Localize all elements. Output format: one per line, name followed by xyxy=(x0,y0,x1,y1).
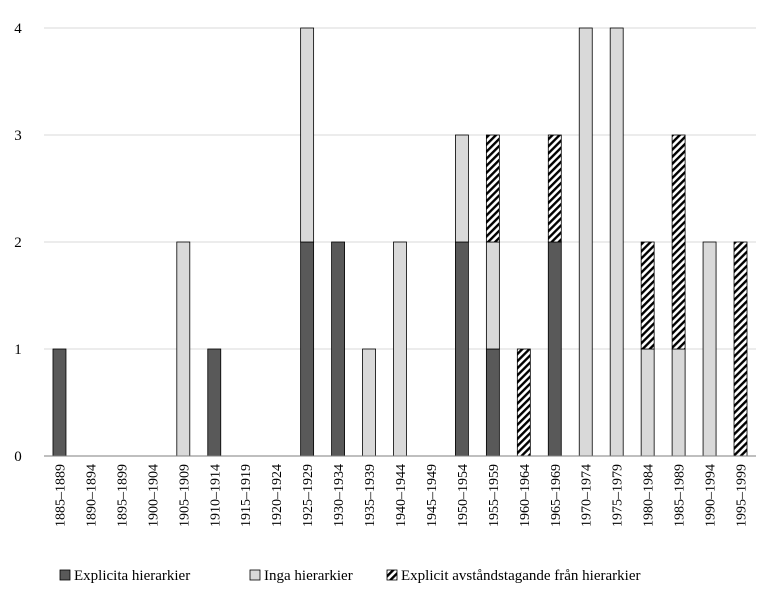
bars xyxy=(52,27,748,457)
bar-segment-hatch xyxy=(547,134,562,243)
x-tick-label: 1890–1894 xyxy=(84,464,99,527)
x-tick-label: 1965–1969 xyxy=(549,464,564,527)
x-tick-label: 1905–1909 xyxy=(177,464,192,527)
x-tick-label: 1970–1974 xyxy=(580,464,595,527)
bar-segment-dark xyxy=(455,241,469,457)
x-tick-label: 1985–1989 xyxy=(673,464,688,527)
bar-segment-dark xyxy=(485,348,500,457)
bar-segment-dark xyxy=(52,348,67,457)
legend-label: Explicita hierarkier xyxy=(74,568,190,584)
x-tick-label: 1955–1959 xyxy=(487,464,502,527)
x-tick-label: 1915–1919 xyxy=(239,464,254,527)
bar-segment-light xyxy=(578,27,593,457)
bar-segment-light xyxy=(702,241,717,457)
bar-segment-hatch xyxy=(671,134,686,350)
bar-segment-hatch xyxy=(516,348,531,457)
x-tick-label: 1910–1914 xyxy=(208,464,223,527)
x-tick-label: 1980–1984 xyxy=(642,464,657,527)
x-tick-label: 1935–1939 xyxy=(363,464,378,527)
legend-label: Explicit avståndstagande från hierarkier xyxy=(401,568,640,584)
y-tick-label: 0 xyxy=(14,449,22,465)
bar-segment-light xyxy=(455,134,469,243)
bar-segment-light xyxy=(640,348,655,457)
legend-label: Inga hierarkier xyxy=(264,568,353,584)
x-tick-label: 1930–1934 xyxy=(332,464,347,527)
legend-swatch-dark xyxy=(59,569,71,581)
x-tick-label: 1925–1929 xyxy=(301,464,316,527)
y-tick-labels: 0 1 2 3 4 xyxy=(14,21,22,465)
bar-segment-hatch xyxy=(640,241,655,350)
x-tick-label: 1885–1889 xyxy=(53,464,68,527)
legend-swatch-hatch xyxy=(386,569,398,581)
bar-segment-light xyxy=(485,241,500,350)
bar-segment-hatch xyxy=(485,134,500,243)
bar-segment-dark xyxy=(331,241,345,457)
y-tick-label: 2 xyxy=(14,235,22,251)
bar-segment-light xyxy=(300,27,315,243)
bar-segment-light xyxy=(393,241,407,457)
x-tick-label: 1990–1994 xyxy=(704,464,719,527)
legend: Explicita hierarkier Inga hierarkier Expli… xyxy=(59,568,640,584)
bar-segment-dark xyxy=(207,348,222,457)
x-tick-label: 1895–1899 xyxy=(115,464,130,527)
x-tick-label: 1975–1979 xyxy=(611,464,626,527)
x-tick-label: 1900–1904 xyxy=(146,464,161,527)
x-tick-label: 1960–1964 xyxy=(518,464,533,527)
bar-segment-light xyxy=(671,348,686,457)
x-tick-label: 1920–1924 xyxy=(270,464,285,527)
legend-swatch-light xyxy=(249,569,261,581)
x-tick-label: 1995–1999 xyxy=(735,464,750,527)
x-tick-label: 1940–1944 xyxy=(394,464,409,527)
x-tick-label: 1945–1949 xyxy=(425,464,440,527)
y-tick-label: 1 xyxy=(14,342,22,358)
bar-segment-light xyxy=(362,348,376,457)
bar-segment-dark xyxy=(547,241,562,457)
x-tick-label: 1950–1954 xyxy=(456,464,471,527)
x-tick-labels: 1885–1889 1890–1894 1895–1899 1900–1904 1905… xyxy=(53,464,749,527)
y-tick-label: 3 xyxy=(14,128,22,144)
bar-segment-hatch xyxy=(733,241,748,457)
bar-segment-light xyxy=(176,241,191,457)
bar-segment-light xyxy=(609,27,624,457)
y-tick-label: 4 xyxy=(14,21,22,37)
bar-segment-dark xyxy=(300,241,315,457)
